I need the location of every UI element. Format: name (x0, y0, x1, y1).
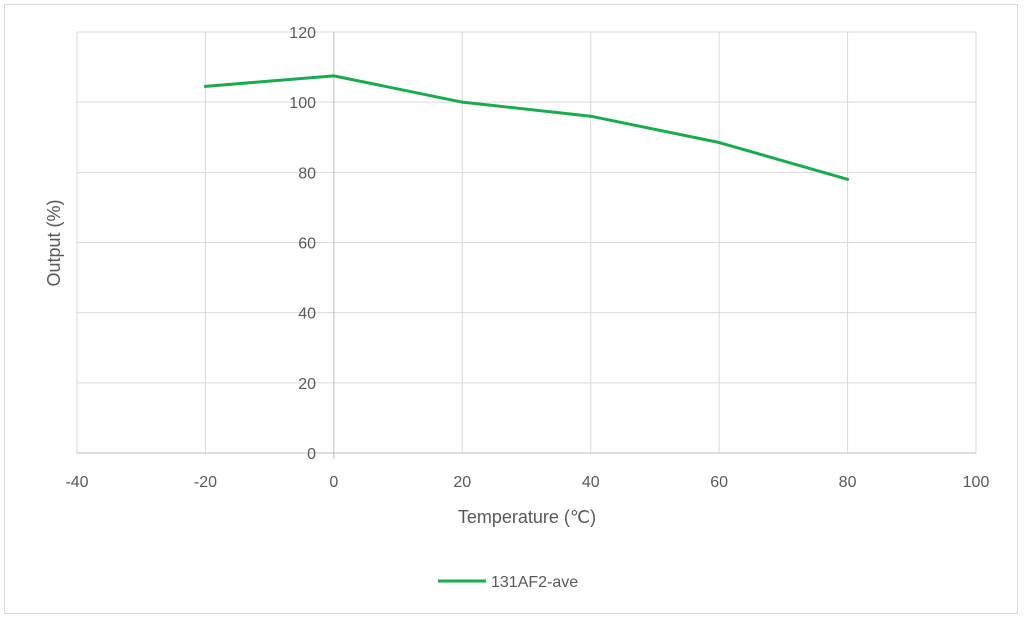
x-tick-label: -20 (194, 474, 217, 491)
x-tick-label: 20 (453, 474, 471, 491)
data-point (203, 84, 207, 88)
y-tick-label: 100 (289, 95, 316, 112)
data-point (717, 141, 721, 145)
x-tick-label: 40 (582, 474, 600, 491)
data-point (589, 114, 593, 118)
data-point (460, 100, 464, 104)
legend-label: 131AF2-ave (491, 574, 578, 591)
x-tick-label: 60 (710, 474, 728, 491)
grid-lines (76, 31, 977, 459)
y-tick-label: 40 (298, 306, 316, 323)
x-tick-label: 80 (839, 474, 857, 491)
series-lines (203, 74, 850, 181)
y-tick-label: 120 (289, 25, 316, 42)
chart-frame (4, 4, 1018, 614)
x-axis-title: Temperature (℃) (458, 507, 596, 527)
x-tick-label: 0 (329, 474, 338, 491)
y-tick-label: 20 (298, 376, 316, 393)
y-axis-title: Output (%) (44, 199, 64, 286)
data-point (332, 74, 336, 78)
x-tick-label: 100 (963, 474, 990, 491)
y-tick-label: 0 (307, 446, 316, 463)
data-point (846, 177, 850, 181)
legend: 131AF2-ave (438, 574, 578, 591)
y-tick-label: 60 (298, 236, 316, 253)
tick-labels: 0 20 40 60 80 100 120 -40 -20 0 20 40 60 80 100 (65, 25, 989, 491)
x-tick-label: -40 (65, 474, 88, 491)
y-tick-label: 80 (298, 165, 316, 182)
series-line (203, 74, 850, 181)
